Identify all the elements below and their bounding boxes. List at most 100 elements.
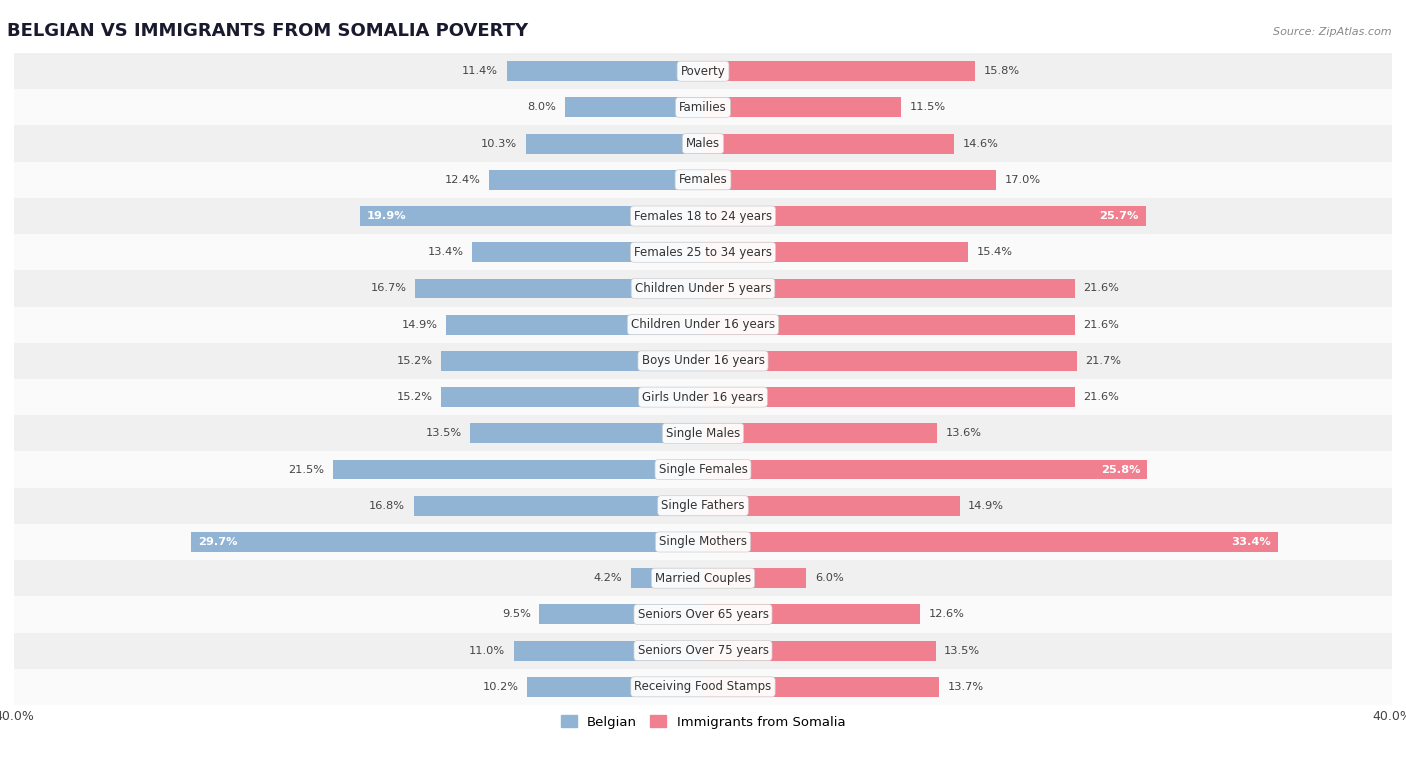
Bar bbox=[441, 387, 703, 407]
Text: Single Females: Single Females bbox=[658, 463, 748, 476]
Text: 25.8%: 25.8% bbox=[1101, 465, 1140, 475]
Bar bbox=[413, 496, 703, 515]
Legend: Belgian, Immigrants from Somalia: Belgian, Immigrants from Somalia bbox=[555, 710, 851, 735]
Text: 21.7%: 21.7% bbox=[1085, 356, 1122, 366]
Text: 13.5%: 13.5% bbox=[945, 646, 980, 656]
Text: Single Fathers: Single Fathers bbox=[661, 500, 745, 512]
Bar bbox=[14, 524, 1392, 560]
Bar bbox=[14, 126, 1392, 161]
Bar bbox=[14, 379, 1392, 415]
Bar bbox=[472, 243, 703, 262]
Text: 6.0%: 6.0% bbox=[815, 573, 844, 583]
Bar bbox=[565, 98, 703, 117]
Bar bbox=[703, 351, 1077, 371]
Text: Females: Females bbox=[679, 174, 727, 186]
Bar bbox=[703, 170, 995, 190]
Text: 13.6%: 13.6% bbox=[946, 428, 981, 438]
Text: Females 25 to 34 years: Females 25 to 34 years bbox=[634, 246, 772, 258]
Bar bbox=[14, 487, 1392, 524]
Text: 11.4%: 11.4% bbox=[463, 66, 498, 76]
Bar bbox=[527, 677, 703, 697]
Bar bbox=[14, 198, 1392, 234]
Text: Females 18 to 24 years: Females 18 to 24 years bbox=[634, 209, 772, 223]
Text: Children Under 16 years: Children Under 16 years bbox=[631, 318, 775, 331]
Text: Single Mothers: Single Mothers bbox=[659, 535, 747, 549]
Text: 16.8%: 16.8% bbox=[368, 501, 405, 511]
Text: 9.5%: 9.5% bbox=[502, 609, 531, 619]
Bar bbox=[703, 568, 807, 588]
Text: 21.6%: 21.6% bbox=[1084, 283, 1119, 293]
Bar bbox=[333, 459, 703, 480]
Text: 10.2%: 10.2% bbox=[482, 682, 519, 692]
Bar bbox=[703, 424, 938, 443]
Text: Boys Under 16 years: Boys Under 16 years bbox=[641, 355, 765, 368]
Text: 21.5%: 21.5% bbox=[288, 465, 323, 475]
Text: 15.4%: 15.4% bbox=[977, 247, 1012, 257]
Bar bbox=[14, 234, 1392, 271]
Text: Single Males: Single Males bbox=[666, 427, 740, 440]
Text: Girls Under 16 years: Girls Under 16 years bbox=[643, 390, 763, 403]
Bar bbox=[703, 459, 1147, 480]
Text: 12.6%: 12.6% bbox=[928, 609, 965, 619]
Bar bbox=[14, 632, 1392, 669]
Text: 33.4%: 33.4% bbox=[1232, 537, 1271, 547]
Bar bbox=[703, 206, 1146, 226]
Text: 16.7%: 16.7% bbox=[371, 283, 406, 293]
Bar bbox=[415, 278, 703, 299]
Text: 15.8%: 15.8% bbox=[984, 66, 1019, 76]
Bar bbox=[360, 206, 703, 226]
Text: Married Couples: Married Couples bbox=[655, 572, 751, 584]
Bar bbox=[703, 243, 969, 262]
Bar bbox=[14, 669, 1392, 705]
Bar bbox=[703, 61, 976, 81]
Text: 14.9%: 14.9% bbox=[969, 501, 1004, 511]
Bar bbox=[446, 315, 703, 334]
Text: 19.9%: 19.9% bbox=[367, 211, 406, 221]
Text: Receiving Food Stamps: Receiving Food Stamps bbox=[634, 681, 772, 694]
Bar bbox=[441, 351, 703, 371]
Text: Children Under 5 years: Children Under 5 years bbox=[634, 282, 772, 295]
Text: 11.5%: 11.5% bbox=[910, 102, 946, 112]
Bar bbox=[191, 532, 703, 552]
Bar bbox=[703, 641, 935, 660]
Bar bbox=[703, 278, 1076, 299]
Bar bbox=[703, 133, 955, 154]
Text: 10.3%: 10.3% bbox=[481, 139, 517, 149]
Text: Seniors Over 75 years: Seniors Over 75 years bbox=[637, 644, 769, 657]
Bar bbox=[703, 532, 1278, 552]
Bar bbox=[14, 53, 1392, 89]
Text: 21.6%: 21.6% bbox=[1084, 392, 1119, 402]
Text: 4.2%: 4.2% bbox=[593, 573, 621, 583]
Text: 21.6%: 21.6% bbox=[1084, 320, 1119, 330]
Bar bbox=[14, 306, 1392, 343]
Bar bbox=[489, 170, 703, 190]
Text: 13.5%: 13.5% bbox=[426, 428, 461, 438]
Bar bbox=[14, 161, 1392, 198]
Text: 14.9%: 14.9% bbox=[402, 320, 437, 330]
Bar bbox=[703, 604, 920, 625]
Bar bbox=[540, 604, 703, 625]
Text: 29.7%: 29.7% bbox=[198, 537, 238, 547]
Text: BELGIAN VS IMMIGRANTS FROM SOMALIA POVERTY: BELGIAN VS IMMIGRANTS FROM SOMALIA POVER… bbox=[7, 23, 529, 40]
Bar bbox=[703, 98, 901, 117]
Text: 15.2%: 15.2% bbox=[396, 392, 433, 402]
Bar bbox=[14, 415, 1392, 452]
Text: 17.0%: 17.0% bbox=[1004, 175, 1040, 185]
Bar bbox=[703, 387, 1076, 407]
Text: Poverty: Poverty bbox=[681, 64, 725, 77]
Text: 14.6%: 14.6% bbox=[963, 139, 998, 149]
Text: Males: Males bbox=[686, 137, 720, 150]
Bar bbox=[14, 271, 1392, 306]
Bar bbox=[703, 496, 960, 515]
Text: 11.0%: 11.0% bbox=[468, 646, 505, 656]
Text: Source: ZipAtlas.com: Source: ZipAtlas.com bbox=[1274, 27, 1392, 36]
Bar bbox=[14, 343, 1392, 379]
Text: Families: Families bbox=[679, 101, 727, 114]
Bar bbox=[14, 597, 1392, 632]
Bar bbox=[14, 560, 1392, 597]
Bar bbox=[631, 568, 703, 588]
Text: 8.0%: 8.0% bbox=[527, 102, 557, 112]
Bar bbox=[703, 315, 1076, 334]
Text: 12.4%: 12.4% bbox=[444, 175, 481, 185]
Bar bbox=[703, 677, 939, 697]
